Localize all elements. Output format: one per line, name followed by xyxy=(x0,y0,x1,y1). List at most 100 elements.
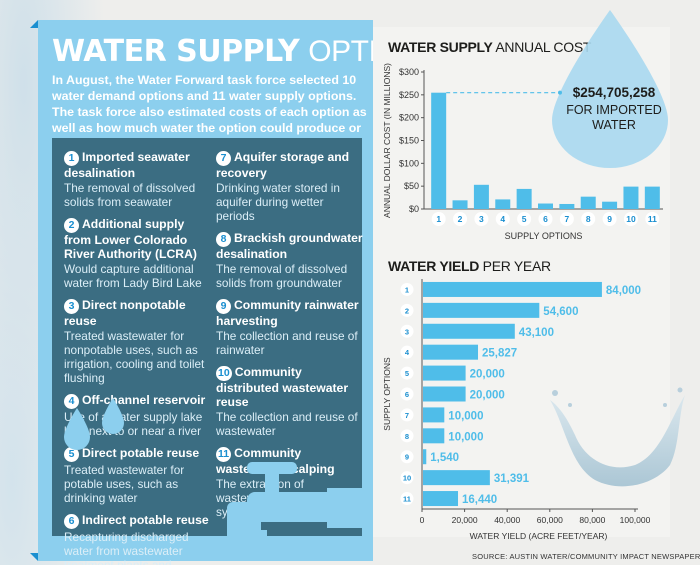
y-tick-label: 7 xyxy=(405,411,409,420)
options-panel: WATER SUPPLY OPTIONS In August, the Wate… xyxy=(30,20,440,565)
bar-value-label: 25,827 xyxy=(482,348,517,360)
supply-option-item: 10 Community distributed wastewater reuse… xyxy=(216,365,364,438)
category-badge xyxy=(431,212,446,226)
x-axis-label: SUPPLY OPTIONS xyxy=(505,231,583,241)
bar-value-label: 10,000 xyxy=(448,410,483,422)
title-bold: WATER SUPPLY xyxy=(52,34,300,69)
category-badge xyxy=(602,212,617,226)
supply-option-item: 3 Direct nonpotable reuse Treated wastewat… xyxy=(64,298,212,385)
y-tick-label: $150 xyxy=(399,136,419,146)
option-description: The collection and reuse of rainwater xyxy=(216,329,358,357)
option-number-badge: 8 xyxy=(216,232,231,247)
category-badge xyxy=(400,450,414,464)
water-drop-icon xyxy=(64,408,90,450)
supply-option-item: 9 Community rainwater harvesting The colle… xyxy=(216,298,364,357)
y-tick-label: 4 xyxy=(405,348,410,357)
y-tick-label: 5 xyxy=(405,369,409,378)
y-tick-label: $0 xyxy=(409,204,419,214)
option-title-text: Direct potable reuse xyxy=(82,446,200,460)
x-tick-label: 3 xyxy=(479,214,484,224)
category-badge xyxy=(400,387,414,401)
y-tick-label: 2 xyxy=(405,306,409,315)
y-axis-label: ANNUAL DOLLAR COST (IN MILLIONS) xyxy=(382,63,392,218)
y-tick-label: 11 xyxy=(403,495,411,504)
cost-bar xyxy=(452,200,468,209)
panel-corner-fold xyxy=(30,20,38,28)
cost-bar xyxy=(516,188,532,209)
option-title: 10 Community distributed wastewater reuse xyxy=(216,365,364,409)
x-tick-label: 4 xyxy=(500,214,505,224)
bar-value-label: 16,440 xyxy=(462,494,497,506)
x-tick-label: 9 xyxy=(607,214,612,224)
x-tick-label: 5 xyxy=(522,214,527,224)
yield-bar xyxy=(423,344,479,360)
yield-title-light: PER YEAR xyxy=(482,258,551,274)
option-description: The collection and reuse of wastewater xyxy=(216,410,358,438)
yield-bar xyxy=(423,365,466,381)
option-title: 4 Off-channel reservoir xyxy=(64,393,212,409)
x-axis-label: WATER YIELD (ACRE FEET/YEAR) xyxy=(470,531,608,541)
category-badge xyxy=(623,212,638,226)
y-tick-label: 10 xyxy=(403,474,411,483)
option-number-badge: 1 xyxy=(64,151,79,166)
option-number-badge: 5 xyxy=(64,447,79,462)
yield-bar xyxy=(423,449,427,465)
x-tick-label: 20,000 xyxy=(452,515,478,525)
source-credit: SOURCE: AUSTIN WATER/COMMUNITY IMPACT NE… xyxy=(472,552,700,561)
yield-bar xyxy=(423,302,540,318)
category-badge xyxy=(517,212,532,226)
cost-bar xyxy=(559,203,575,209)
option-title-text: Direct nonpotable reuse xyxy=(64,298,186,328)
cost-bar xyxy=(538,203,553,209)
option-title-text: Aquifer storage and recovery xyxy=(216,150,350,180)
option-description: Would capture additional water from Lady… xyxy=(64,262,202,290)
x-tick-label: 10 xyxy=(626,214,636,224)
yield-bar xyxy=(423,407,445,423)
x-tick-label: 7 xyxy=(564,214,569,224)
option-number-badge: 2 xyxy=(64,218,79,233)
y-tick-label: $50 xyxy=(404,181,419,191)
bar-value-label: 20,000 xyxy=(470,390,505,402)
panel-corner-fold xyxy=(30,553,38,561)
x-tick-label: 6 xyxy=(543,214,548,224)
yield-bar xyxy=(423,281,602,297)
option-title: 7 Aquifer storage and recovery xyxy=(216,150,364,180)
category-badge xyxy=(400,282,414,296)
x-tick-label: 11 xyxy=(648,214,657,224)
cost-bar xyxy=(602,201,618,209)
water-drop-icon xyxy=(102,398,124,434)
x-tick-label: 100,000 xyxy=(620,515,651,525)
option-title: 9 Community rainwater harvesting xyxy=(216,298,364,328)
cost-bar xyxy=(495,199,511,209)
supply-option-item: 7 Aquifer storage and recovery Drinking wa… xyxy=(216,150,364,223)
option-number-badge: 11 xyxy=(216,447,232,462)
y-tick-label: $200 xyxy=(399,113,419,123)
yield-bar xyxy=(423,323,515,339)
y-tick-label: 1 xyxy=(405,285,409,294)
callout-value: $254,705,258 xyxy=(572,85,656,100)
option-title-text: Community rainwater harvesting xyxy=(216,298,359,328)
option-description: The removal of dissolved solids from gro… xyxy=(216,262,348,290)
callout-label: FOR IMPORTED WATER xyxy=(566,103,662,132)
cost-bar xyxy=(580,196,596,209)
category-badge xyxy=(400,429,414,443)
yield-bar xyxy=(423,386,466,402)
cost-chart: $0 $50 $100 $150 $200 $250 $300 ANNUAL DOLLAR C… xyxy=(382,63,663,241)
category-badge xyxy=(400,324,414,338)
option-title-text: Brackish groundwater desalination xyxy=(216,231,363,261)
category-badge xyxy=(400,345,414,359)
category-badge xyxy=(538,212,553,226)
supply-option-item: 5 Direct potable reuse Treated wastewater … xyxy=(64,446,212,505)
yield-chart: 0 20,000 40,000 60,000 80,000 100,000 WATER YI… xyxy=(382,279,651,541)
option-description: Recapturing discharged water from wastew… xyxy=(64,530,189,565)
option-title-text: Community distributed wastewater reuse xyxy=(216,365,349,409)
option-title: 8 Brackish groundwater desalination xyxy=(216,231,364,261)
yield-bar xyxy=(423,491,459,507)
bar-value-label: 84,000 xyxy=(606,285,641,297)
bar-value-label: 54,600 xyxy=(543,306,578,318)
x-tick-label: 40,000 xyxy=(494,515,520,525)
supply-option-item: 6 Indirect potable reuse Recapturing disch… xyxy=(64,513,212,565)
option-number-badge: 3 xyxy=(64,299,79,314)
option-number-badge: 10 xyxy=(216,366,232,381)
y-tick-label: 6 xyxy=(405,390,409,399)
